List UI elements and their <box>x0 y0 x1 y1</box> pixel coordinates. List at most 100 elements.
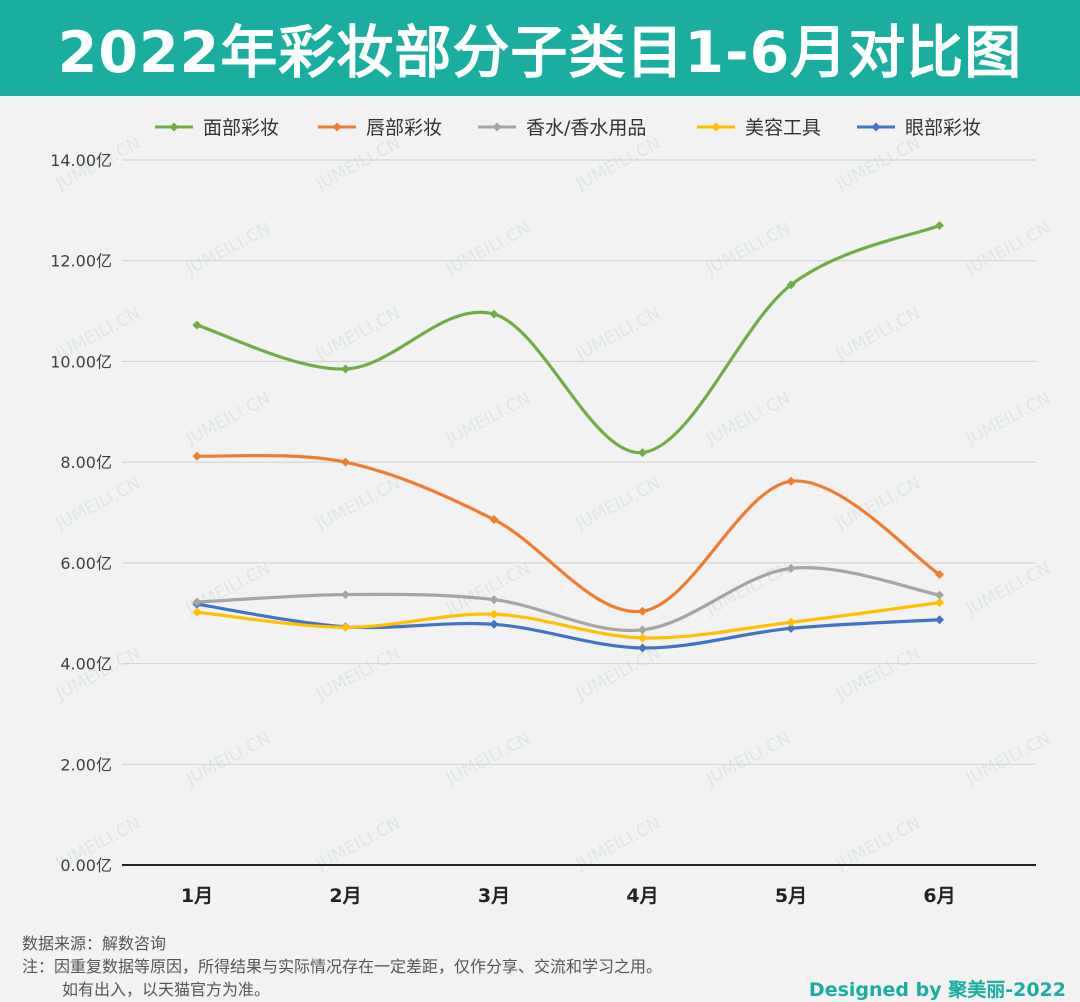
data-point <box>489 515 499 525</box>
data-point <box>935 590 944 600</box>
data-point <box>935 615 944 625</box>
grid-lines <box>122 159 1036 765</box>
data-point <box>192 597 202 607</box>
series-line <box>195 453 942 613</box>
series-layer <box>192 220 944 653</box>
series-唇部彩妆 <box>192 451 944 616</box>
data-source: 数据来源：解数咨询 <box>22 934 167 953</box>
data-point <box>489 309 499 319</box>
legend-item: 唇部彩妆 <box>318 117 442 139</box>
watermark-text: JUMEILI.CN <box>182 728 274 789</box>
data-point <box>489 609 499 619</box>
watermark-text: JUMEILI.CN <box>832 303 924 364</box>
data-point <box>341 457 350 467</box>
data-point <box>341 364 350 374</box>
data-point <box>638 625 647 635</box>
data-point <box>786 617 796 627</box>
legend-item: 面部彩妆 <box>155 117 279 139</box>
watermark-text: JUMEILI.CN <box>182 388 274 449</box>
watermark-text: JUMEILI.CN <box>572 133 664 194</box>
page-title: 2022年彩妆部分子类目1-6月对比图 <box>57 20 1023 86</box>
data-point <box>935 598 944 608</box>
legend-item: 眼部彩妆 <box>857 117 981 139</box>
data-point <box>638 448 647 458</box>
line-chart: JUMEILI.CN JUMEILI.CN JUMEILI.CN JUMEILI.CN… <box>50 117 1054 907</box>
series-line <box>195 601 942 640</box>
y-tick-label: 10.00亿 <box>50 352 112 371</box>
watermark-text: JUMEILI.CN <box>962 728 1054 789</box>
watermark-text: JUMEILI.CN <box>962 218 1054 279</box>
watermark-text: JUMEILI.CN <box>312 473 404 534</box>
series-香水/香水用品 <box>192 563 944 635</box>
watermark-text: JUMEILI.CN <box>702 218 794 279</box>
source-notes: 数据来源：解数咨询 注：因重复数据等原因，所得结果与实际情况存在一定差距，仅作分… <box>22 932 662 1001</box>
data-point <box>341 622 350 632</box>
watermark-text: JUMEILI.CN <box>442 558 534 619</box>
watermark-text: JUMEILI.CN <box>442 218 534 279</box>
data-point <box>786 280 796 290</box>
note-line-1: 注：因重复数据等原因，所得结果与实际情况存在一定差距，仅作分享、交流和学习之用。 <box>22 957 663 976</box>
watermark-text: JUMEILI.CN <box>312 133 404 194</box>
legend-label: 面部彩妆 <box>203 117 279 139</box>
y-tick-label: 0.00亿 <box>60 856 112 875</box>
watermark-text: JUMEILI.CN <box>702 388 794 449</box>
data-point <box>192 451 202 461</box>
watermark-text: JUMEILI.CN <box>442 388 534 449</box>
data-point <box>935 220 944 230</box>
legend-label: 香水/香水用品 <box>526 117 646 139</box>
watermark-text: JUMEILI.CN <box>832 643 924 704</box>
series-美容工具 <box>192 598 944 643</box>
legend-label: 眼部彩妆 <box>905 117 981 139</box>
x-tick-label: 6月 <box>923 885 955 907</box>
x-tick-label: 5月 <box>775 885 807 907</box>
series-面部彩妆 <box>192 220 944 458</box>
designer-credit: Designed by 聚美丽-2022 <box>808 979 1066 1001</box>
y-tick-label: 4.00亿 <box>60 655 112 674</box>
y-tick-label: 2.00亿 <box>60 755 112 774</box>
watermark-text: JUMEILI.CN <box>962 388 1054 449</box>
series-line <box>195 566 942 633</box>
y-axis: 0.00亿 2.00亿 4.00亿 6.00亿 8.00亿 10.00亿 12.00亿 14.… <box>50 151 112 875</box>
data-point <box>786 623 796 633</box>
data-point <box>786 476 796 486</box>
watermark-text: JUMEILI.CN <box>312 643 404 704</box>
watermark-text: JUMEILI.CN <box>962 558 1054 619</box>
y-tick-label: 8.00亿 <box>60 453 112 472</box>
x-tick-label: 4月 <box>626 885 658 907</box>
legend-swatch-marker <box>711 122 721 132</box>
legend-item: 香水/香水用品 <box>478 117 646 139</box>
watermark-text: JUMEILI.CN <box>572 303 664 364</box>
title-banner: 2022年彩妆部分子类目1-6月对比图 <box>0 0 1080 96</box>
data-point <box>935 569 944 579</box>
series-line <box>195 223 942 455</box>
watermark-text: JUMEILI.CN <box>52 643 144 704</box>
watermark-text: JUMEILI.CN <box>832 473 924 534</box>
watermark-text: JUMEILI.CN <box>182 218 274 279</box>
legend-label: 美容工具 <box>745 117 821 139</box>
data-point <box>638 633 647 643</box>
legend-swatch-marker <box>332 122 342 132</box>
data-point <box>638 643 647 653</box>
legend-item: 美容工具 <box>697 117 821 139</box>
legend-swatch-marker <box>169 122 179 132</box>
watermark-text: JUMEILI.CN <box>702 728 794 789</box>
watermark-layer: JUMEILI.CN JUMEILI.CN JUMEILI.CN JUMEILI.CN… <box>52 133 1054 874</box>
y-tick-label: 12.00亿 <box>50 252 112 271</box>
note-line-2: 如有出入，以天猫官方为准。 <box>62 980 271 999</box>
data-point <box>192 320 202 330</box>
data-point <box>192 607 202 617</box>
data-point <box>638 606 647 616</box>
x-axis: 1月 2月 3月 4月 5月 6月 <box>122 864 1036 907</box>
x-tick-label: 3月 <box>478 885 510 907</box>
watermark-text: JUMEILI.CN <box>312 303 404 364</box>
watermark-text: JUMEILI.CN <box>572 643 664 704</box>
watermark-text: JUMEILI.CN <box>832 133 924 194</box>
watermark-text: JUMEILI.CN <box>572 473 664 534</box>
data-point <box>489 595 499 605</box>
x-tick-label: 1月 <box>181 885 213 907</box>
y-tick-label: 14.00亿 <box>50 151 112 170</box>
data-point <box>341 590 350 600</box>
legend: 面部彩妆 唇部彩妆 香水/香水用品 美容工具 眼部彩妆 <box>155 117 981 139</box>
y-tick-label: 6.00亿 <box>60 554 112 573</box>
legend-swatch-marker <box>492 122 502 132</box>
